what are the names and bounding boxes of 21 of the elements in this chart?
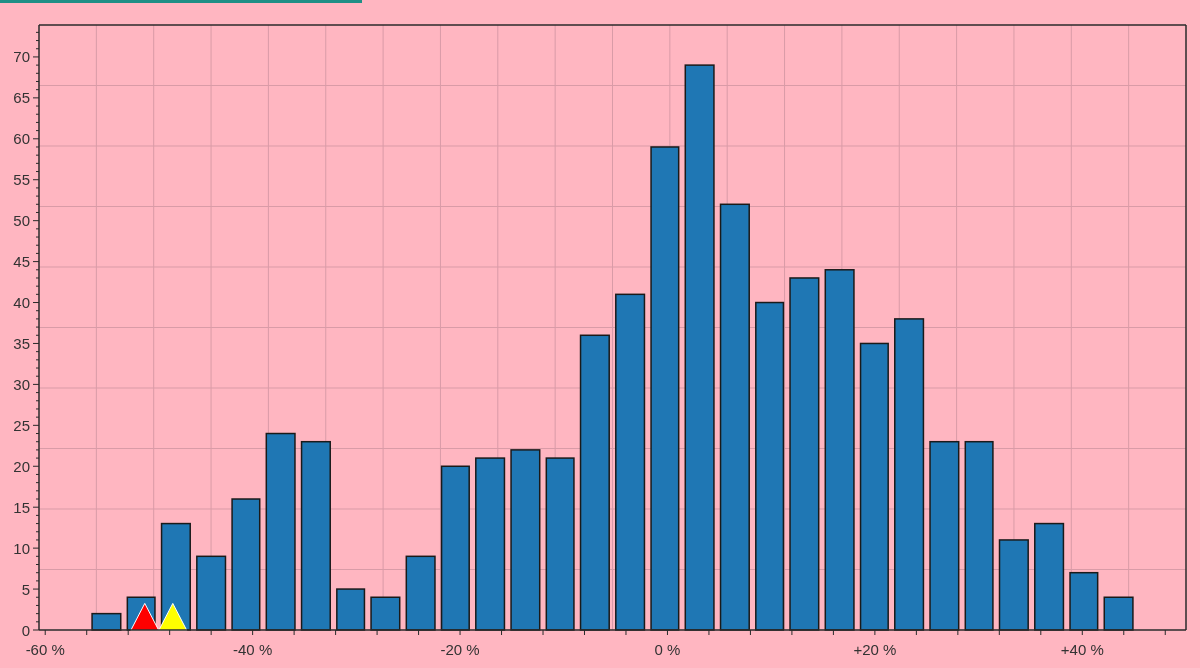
- y-tick-label: 70: [13, 48, 30, 66]
- y-tick-label: 0: [21, 621, 30, 639]
- y-tick-label: 40: [13, 294, 30, 312]
- y-tick-label: 25: [13, 416, 30, 434]
- y-tick-label: 20: [13, 457, 30, 475]
- x-tick-label: -20 %: [440, 640, 480, 658]
- y-tick-label: 55: [13, 171, 30, 189]
- x-tick-label: -60 %: [25, 640, 65, 658]
- y-tick-label: 60: [13, 130, 30, 148]
- y-tick-label: 5: [21, 580, 30, 598]
- x-tick-label: +40 %: [1060, 640, 1104, 658]
- y-tick-label: 15: [13, 498, 30, 516]
- x-tick-label: +20 %: [853, 640, 897, 658]
- x-tick-label: 0 %: [654, 640, 681, 658]
- y-tick-label: 65: [13, 89, 30, 107]
- y-tick-label: 35: [13, 334, 30, 352]
- x-tick-label: -40 %: [233, 640, 273, 658]
- y-tick-label: 50: [13, 212, 30, 230]
- y-tick-label: 10: [13, 539, 30, 557]
- y-tick-label: 30: [13, 375, 30, 393]
- y-tick-label: 45: [13, 253, 30, 271]
